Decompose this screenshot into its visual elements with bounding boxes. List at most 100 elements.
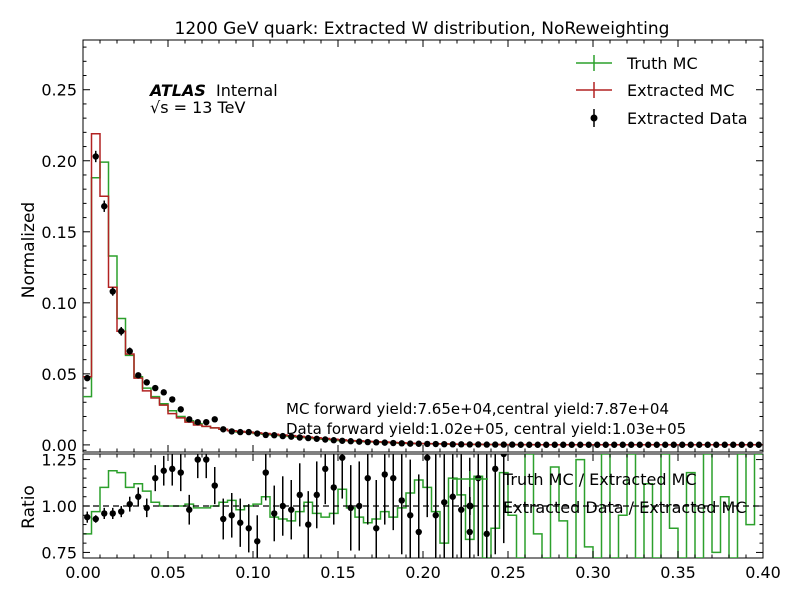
data-point xyxy=(687,441,694,448)
data-point xyxy=(203,418,210,426)
ratio-legend-label-data: Extracted Data / Extracted MC xyxy=(503,498,747,517)
ratio-data-point xyxy=(466,528,473,536)
data-point xyxy=(713,441,720,448)
ratio-data-point xyxy=(211,482,218,489)
data-point xyxy=(143,379,150,386)
x-tick-label: 0.30 xyxy=(575,563,611,582)
ratio-data-point xyxy=(118,508,125,515)
data-point xyxy=(458,441,465,448)
data-point xyxy=(653,441,660,448)
data-point xyxy=(169,396,176,403)
data-point xyxy=(662,441,669,448)
data-point xyxy=(526,441,533,448)
data-point xyxy=(670,441,677,448)
data-point xyxy=(543,441,550,448)
main-y-axis-label: Normalized xyxy=(19,202,39,298)
ratio-data-point xyxy=(262,469,269,476)
data-point xyxy=(339,437,346,444)
ratio-data-point xyxy=(500,454,507,458)
data-point xyxy=(390,439,397,447)
data-point xyxy=(704,441,711,448)
ratio-data-point xyxy=(313,491,320,499)
data-point xyxy=(475,441,482,448)
ratio-legend-entry-data: Extracted Data / Extracted MC xyxy=(466,497,747,517)
data-point xyxy=(441,440,448,448)
ratio-data-point xyxy=(356,502,363,510)
ratio-data-point xyxy=(458,506,465,513)
ratio-data-point xyxy=(288,506,295,513)
ratio-panel: 0.75 1.00 1.25 0.00 0.05 0.10 0.15 0.20 0.25 0.3… xyxy=(19,449,781,582)
legend-entry-extracted-data: Extracted Data xyxy=(590,109,748,128)
atlas-label-group: ATLAS Internal √s = 13 TeV xyxy=(148,81,278,117)
x-tick-label: 0.25 xyxy=(490,563,526,582)
data-point xyxy=(594,441,601,448)
data-point xyxy=(152,384,159,392)
ratio-data-point xyxy=(271,510,278,517)
data-point xyxy=(279,432,286,440)
x-tick-label: 0.10 xyxy=(235,563,271,582)
data-point xyxy=(585,441,592,448)
ratio-data-point xyxy=(177,469,184,476)
legend-label-truth-mc: Truth MC xyxy=(626,54,698,73)
data-point xyxy=(730,441,737,448)
ratio-legend-label-truth: Truth MC / Extracted MC xyxy=(502,470,697,489)
ratio-data-point xyxy=(279,502,286,510)
data-point xyxy=(466,441,473,448)
atlas-label: ATLAS xyxy=(148,81,206,100)
data-point xyxy=(84,374,91,382)
data-point xyxy=(228,428,235,435)
ratio-data-point xyxy=(169,465,176,473)
data-point xyxy=(721,441,728,448)
ratio-data-point xyxy=(441,499,448,506)
data-point xyxy=(160,389,167,396)
ratio-series-truth-mc-extracted-mc xyxy=(83,454,763,558)
data-point xyxy=(381,439,388,446)
ratio-data-point xyxy=(220,515,227,523)
annotation-data-yield: Data forward yield:1.02e+05, central yie… xyxy=(286,420,686,438)
ratio-data-point xyxy=(194,456,201,463)
data-point xyxy=(364,438,371,446)
ratio-data-point xyxy=(152,474,159,482)
data-point xyxy=(449,441,456,448)
y-tick-label: 0.20 xyxy=(41,152,77,171)
ratio-data-point xyxy=(364,474,371,482)
ratio-y-tick-label: 1.00 xyxy=(41,497,77,516)
data-point xyxy=(135,372,142,379)
y-tick-label: 0.15 xyxy=(41,223,77,242)
data-point xyxy=(509,441,516,448)
data-point xyxy=(330,437,337,444)
data-point xyxy=(551,441,558,448)
data-point xyxy=(237,428,244,436)
data-point xyxy=(679,441,686,448)
data-point xyxy=(619,441,626,448)
x-tick-label: 0.20 xyxy=(405,563,441,582)
ratio-data-point xyxy=(203,456,210,463)
y-tick-label: 0.10 xyxy=(41,294,77,313)
data-point xyxy=(254,430,261,437)
data-point xyxy=(101,203,108,210)
data-point xyxy=(313,435,320,442)
data-point xyxy=(577,441,584,448)
ratio-data-point xyxy=(483,530,490,538)
ratio-data-point xyxy=(424,454,431,461)
atlas-status: Internal xyxy=(216,81,278,100)
data-point xyxy=(747,441,754,448)
ratio-data-point xyxy=(245,525,252,532)
data-point xyxy=(262,431,269,439)
ratio-data-point xyxy=(407,512,414,519)
data-point xyxy=(628,441,635,448)
ratio-data-point xyxy=(186,506,193,513)
data-point xyxy=(696,441,703,448)
data-point xyxy=(109,288,116,295)
ratio-y-tick-label: 1.25 xyxy=(41,451,77,470)
data-point xyxy=(211,416,218,423)
legend-entry-truth-mc: Truth MC xyxy=(576,54,698,73)
x-tick-label: 0.40 xyxy=(745,563,781,582)
data-point xyxy=(517,441,524,448)
ratio-y-tick-label: 0.75 xyxy=(41,543,77,562)
data-point xyxy=(492,441,499,448)
main-panel: 0.00 0.05 0.10 0.15 0.20 0.25 Normalized ATLA… xyxy=(19,39,764,455)
ratio-data-point xyxy=(373,525,380,532)
main-series-extracted-mc xyxy=(83,133,763,446)
